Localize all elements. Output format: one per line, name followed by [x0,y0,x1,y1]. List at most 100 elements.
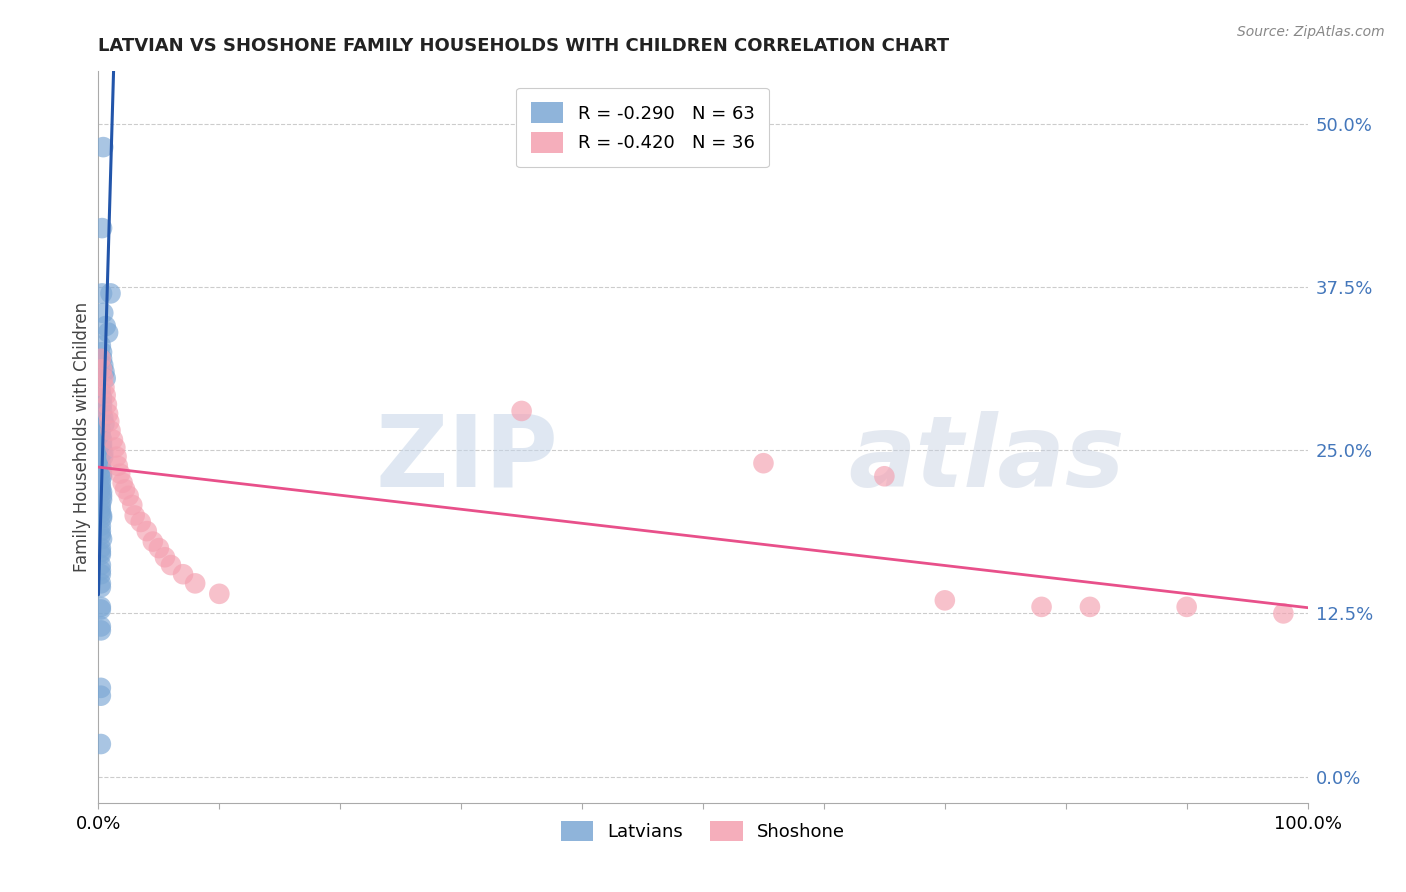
Point [1175,599,1198,614]
Point [91,467,114,481]
Point [90,689,112,703]
Point [91,532,114,546]
Point [91,345,114,359]
Point [98,414,121,428]
Point [91,397,114,411]
Point [1078,599,1101,614]
Point [91,140,114,154]
Point [111,475,134,490]
Point [90,384,112,399]
Point [90,458,112,473]
Point [90,558,112,573]
Point [90,681,112,695]
Point [124,508,146,523]
Point [90,602,112,616]
Point [91,358,114,372]
Point [172,567,194,582]
Point [90,580,112,594]
Point [148,541,170,555]
Point [1031,599,1053,614]
Text: ZIP: ZIP [375,410,558,508]
Point [142,534,165,549]
Point [91,450,114,464]
Point [90,430,112,444]
Point [94,371,117,385]
Point [91,362,114,376]
Point [510,404,533,418]
Point [184,576,207,591]
Point [91,443,114,458]
Point [91,351,114,366]
Point [91,441,114,455]
Point [91,371,114,385]
Point [91,463,114,477]
Point [90,567,112,582]
Text: LATVIAN VS SHOSHONE FAMILY HOUSEHOLDS WITH CHILDREN CORRELATION CHART: LATVIAN VS SHOSHONE FAMILY HOUSEHOLDS WI… [98,37,949,54]
Point [91,489,114,503]
Point [97,326,120,340]
Y-axis label: Family Households with Children: Family Households with Children [73,302,91,572]
Point [153,550,176,565]
Point [97,407,120,421]
Point [108,467,131,481]
Point [118,489,141,503]
Point [90,528,112,542]
Point [91,511,114,525]
Point [90,483,112,497]
Point [107,458,129,473]
Point [91,221,114,235]
Point [90,524,112,538]
Point [91,492,114,507]
Point [90,599,112,614]
Point [90,624,112,638]
Legend: Latvians, Shoshone: Latvians, Shoshone [554,814,852,848]
Point [90,548,112,562]
Point [91,306,114,320]
Point [91,433,114,447]
Point [100,424,122,438]
Point [91,391,114,405]
Point [94,388,117,402]
Point [91,410,114,425]
Point [129,515,152,529]
Point [101,433,124,447]
Point [752,456,775,470]
Point [90,502,112,516]
Point [91,469,114,483]
Point [135,524,157,538]
Point [90,541,112,555]
Point [1272,607,1295,621]
Point [873,469,896,483]
Point [91,508,114,523]
Point [114,483,136,497]
Point [90,519,112,533]
Point [121,498,143,512]
Point [90,456,112,470]
Point [94,319,117,334]
Point [90,545,112,559]
Point [160,558,183,573]
Point [90,498,112,512]
Point [90,351,112,366]
Point [90,619,112,633]
Text: Source: ZipAtlas.com: Source: ZipAtlas.com [1237,25,1385,39]
Point [90,453,112,467]
Point [104,441,127,455]
Text: atlas: atlas [848,410,1125,508]
Point [91,436,114,450]
Point [93,417,115,431]
Point [90,576,112,591]
Point [934,593,956,607]
Point [208,587,231,601]
Point [91,404,114,418]
Point [96,397,118,411]
Point [91,286,114,301]
Point [93,380,115,394]
Point [100,286,122,301]
Point [90,563,112,577]
Point [90,737,112,751]
Point [93,365,115,379]
Point [91,446,114,460]
Point [90,475,112,490]
Point [91,485,114,500]
